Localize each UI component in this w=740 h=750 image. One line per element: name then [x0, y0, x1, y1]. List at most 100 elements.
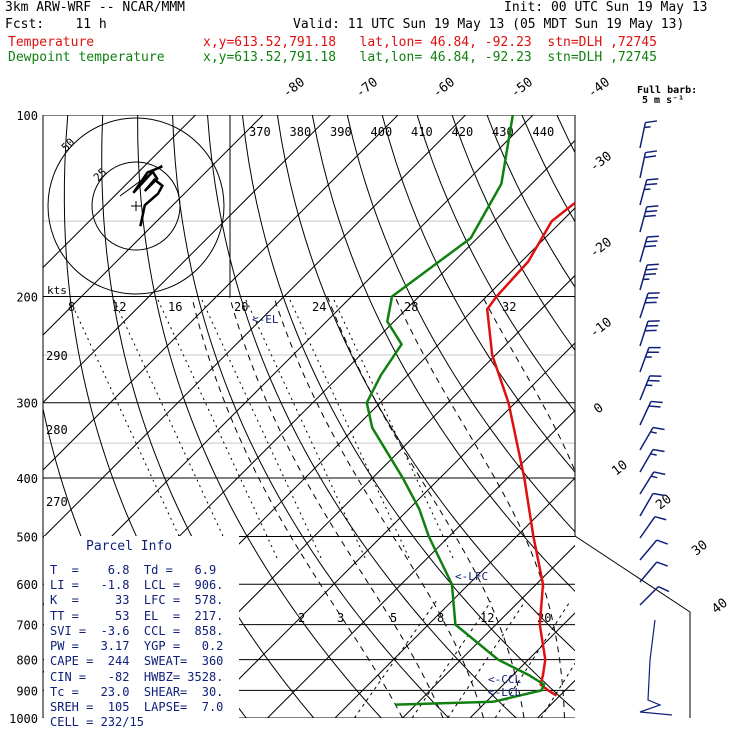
parcel-row: TT = 53 EL = 217.: [50, 609, 223, 624]
pressure-tick-label: 600: [16, 578, 38, 592]
isotherm-line: [268, 115, 740, 718]
parcel-row: CIN = -82 HWBZ= 3528.: [50, 670, 223, 685]
dry-adiabat-line: [522, 115, 740, 718]
wind-barb-flag: [650, 372, 662, 380]
parcel-row: SREH = 105 LAPSE= 7.0: [50, 700, 223, 715]
pressure-tick-label: 400: [16, 472, 38, 486]
dry-adiabat-line: [697, 115, 740, 718]
mixing-ratio-line: [637, 601, 705, 718]
dry-adiabat-line: [452, 115, 740, 718]
lower-wind-barbs: [640, 620, 672, 715]
wind-barb: [640, 398, 663, 430]
wind-barb-flag: [653, 424, 665, 433]
wind-barb-staff: [640, 265, 647, 290]
wind-barb-flag: [647, 203, 659, 210]
wind-barb-flag: [653, 446, 665, 455]
parcel-row: CELL = 232/15: [50, 715, 144, 730]
wind-barb-flag: [646, 238, 658, 245]
upper-mixing-label: 32: [502, 300, 516, 314]
wind-barb: [640, 289, 660, 321]
temperature-profile-line: [487, 115, 681, 696]
wind-barb-staff: [640, 493, 653, 516]
wind-barb-flag: [644, 271, 656, 278]
dry-adiabat-line: [208, 115, 517, 718]
wind-barb-flag: [645, 119, 657, 125]
isotherm-tick-label: 10: [609, 458, 631, 479]
wind-barb-flag: [648, 317, 660, 324]
wind-barb-staff: [640, 376, 650, 400]
wind-barb-staff: [640, 123, 645, 148]
isotherm-tick-label: -20: [587, 235, 615, 261]
isotherm-tick-label: -50: [508, 75, 536, 101]
wind-barb-staff: [640, 321, 648, 346]
isotherm-line: [605, 115, 740, 718]
wind-barb-staff: [640, 207, 647, 232]
wind-barb: [640, 176, 658, 208]
isotherm-line: [538, 115, 740, 718]
theta-e-label: 370: [249, 125, 271, 139]
hodograph-ring-label: 50: [59, 136, 78, 155]
wind-barb-flag: [646, 266, 658, 273]
wind-barb-flag: [645, 149, 657, 155]
wind-barb-flag: [645, 327, 657, 334]
wind-barb-staff: [640, 517, 655, 538]
isotherm-tick-label: -30: [587, 149, 615, 175]
theta-e-label: 380: [290, 125, 312, 139]
upper-mixing-line: [334, 300, 454, 560]
wind-barb-flag: [651, 398, 663, 406]
wind-barb-flag: [648, 289, 660, 296]
pressure-tick-label: 1000: [9, 712, 38, 726]
wind-barb-staff: [640, 237, 647, 262]
mixing-ratio-label: 8: [437, 611, 444, 625]
dry-adiabat-line: [592, 115, 740, 718]
dry-adiabat-line: [277, 115, 651, 718]
isotherm-tick-label: -80: [280, 75, 308, 101]
upper-mixing-label: 24: [312, 300, 326, 314]
wind-barb: [640, 513, 666, 544]
el-marker: <-EL: [252, 313, 279, 326]
wind-barb-flag: [654, 469, 665, 478]
lcl-marker: <-LCL: [488, 686, 521, 699]
parcel-row: K = 33 LFC = 578.: [50, 593, 223, 608]
isotherm-line: [673, 115, 740, 718]
wind-barb-flag: [647, 261, 659, 268]
mixing-ratio-label: 5: [390, 611, 397, 625]
wind-barb-flag: [657, 559, 668, 569]
pressure-tick-label: 900: [16, 684, 38, 698]
plot-right-slant-edge: [575, 536, 690, 718]
moist-adiabat-line: [395, 297, 565, 718]
isotherm-line: [200, 115, 740, 718]
wind-barb-flag: [645, 181, 657, 188]
isotherm-tick-label: -60: [430, 75, 458, 101]
wind-barb-flag: [644, 213, 656, 220]
isotherm-tick-label: -10: [587, 315, 615, 341]
wind-barb-flag: [644, 154, 656, 160]
mixing-ratio-label: 2: [298, 611, 305, 625]
wind-barb: [640, 261, 659, 293]
upper-mixing-label: 20: [234, 300, 248, 314]
dry-adiabat-line: [487, 115, 740, 718]
wind-barb-staff: [640, 449, 653, 472]
wind-barb: [640, 537, 668, 567]
wind-barb-flag: [645, 208, 657, 215]
lfc-marker: <-LFC: [455, 570, 488, 583]
wind-barb: [640, 372, 661, 404]
wind-barb-staff: [640, 180, 647, 205]
theta-label: 290: [46, 349, 68, 363]
upper-mixing-label: 12: [112, 300, 126, 314]
parcel-info-title: Parcel Info: [86, 539, 172, 554]
pressure-tick-label: 800: [16, 654, 38, 668]
dry-adiabat-line: [732, 115, 740, 718]
wind-barb-flag: [647, 233, 659, 240]
hodograph-ring-label: 25: [91, 166, 110, 185]
moist-adiabat-line: [274, 297, 484, 718]
pressure-tick-label: 100: [16, 109, 38, 123]
dry-adiabat-line: [347, 115, 740, 718]
chart-series: [367, 115, 682, 705]
wind-barb-flag: [647, 176, 659, 183]
ccl-marker: <-CCL: [488, 673, 521, 686]
theta-e-label: 410: [411, 125, 433, 139]
theta-e-label: 390: [330, 125, 352, 139]
upper-mixing-label: 16: [168, 300, 182, 314]
wind-barb-staff: [640, 427, 653, 450]
